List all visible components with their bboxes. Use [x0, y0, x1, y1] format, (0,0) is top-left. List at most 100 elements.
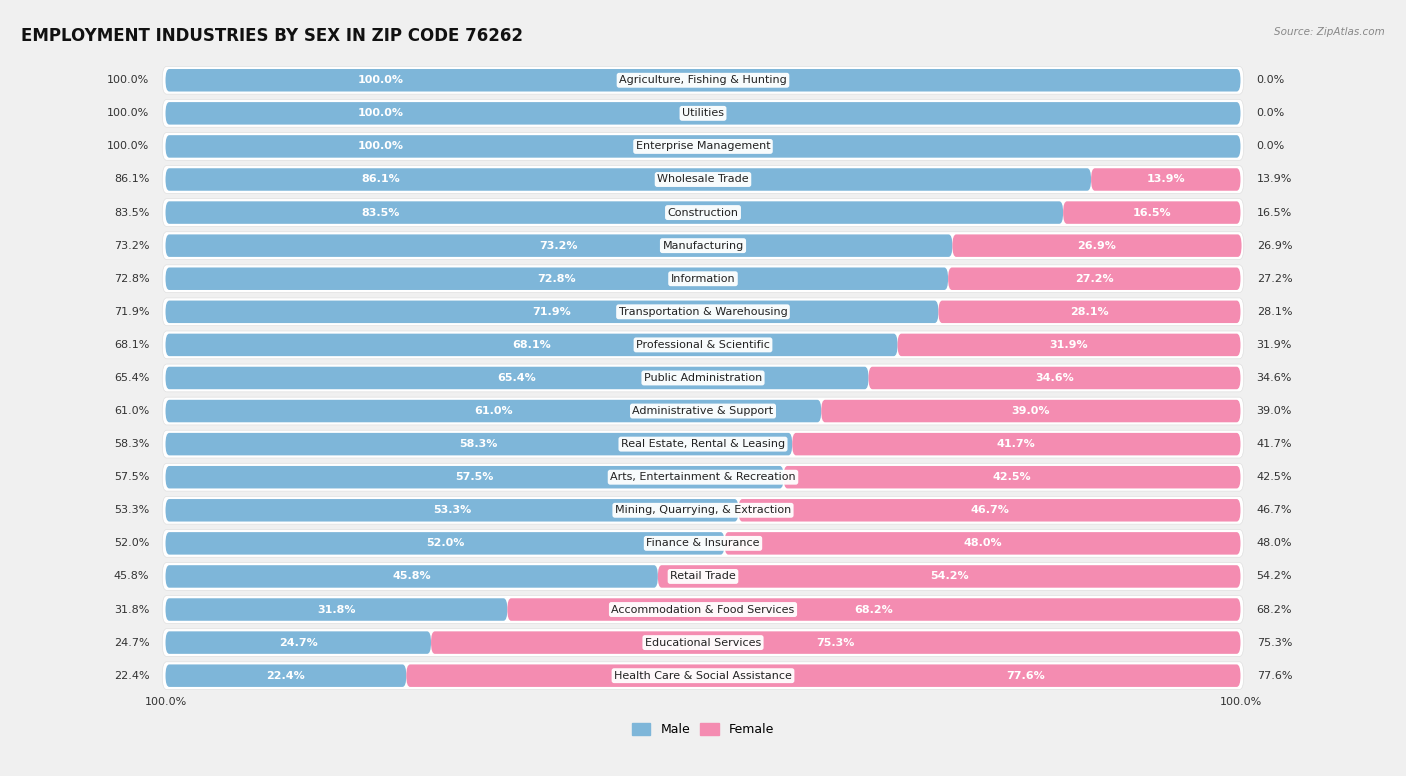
Text: Finance & Insurance: Finance & Insurance: [647, 539, 759, 549]
Text: 41.7%: 41.7%: [1257, 439, 1292, 449]
FancyBboxPatch shape: [162, 430, 1244, 458]
Text: 61.0%: 61.0%: [114, 406, 149, 416]
Text: Transportation & Warehousing: Transportation & Warehousing: [619, 307, 787, 317]
Text: 86.1%: 86.1%: [361, 175, 399, 185]
FancyBboxPatch shape: [166, 201, 1063, 223]
FancyBboxPatch shape: [952, 234, 1241, 257]
FancyBboxPatch shape: [938, 300, 1240, 323]
Text: 58.3%: 58.3%: [460, 439, 498, 449]
Text: 57.5%: 57.5%: [114, 473, 149, 482]
FancyBboxPatch shape: [162, 563, 1244, 591]
Text: 72.8%: 72.8%: [114, 274, 149, 284]
Text: 100.0%: 100.0%: [357, 75, 404, 85]
Text: Real Estate, Rental & Leasing: Real Estate, Rental & Leasing: [621, 439, 785, 449]
Text: 31.8%: 31.8%: [114, 605, 149, 615]
Text: 46.7%: 46.7%: [970, 505, 1010, 515]
FancyBboxPatch shape: [162, 265, 1244, 293]
Text: Enterprise Management: Enterprise Management: [636, 141, 770, 151]
Text: 68.1%: 68.1%: [114, 340, 149, 350]
Text: 26.9%: 26.9%: [1257, 241, 1292, 251]
Text: Construction: Construction: [668, 207, 738, 217]
FancyBboxPatch shape: [166, 102, 1240, 125]
Text: 31.9%: 31.9%: [1050, 340, 1088, 350]
Text: Information: Information: [671, 274, 735, 284]
FancyBboxPatch shape: [166, 499, 738, 521]
FancyBboxPatch shape: [162, 232, 1244, 259]
Text: 71.9%: 71.9%: [533, 307, 571, 317]
FancyBboxPatch shape: [162, 662, 1244, 690]
FancyBboxPatch shape: [162, 298, 1244, 326]
Text: 0.0%: 0.0%: [1257, 141, 1285, 151]
Text: 100.0%: 100.0%: [145, 697, 187, 707]
FancyBboxPatch shape: [166, 69, 1240, 92]
FancyBboxPatch shape: [166, 598, 508, 621]
Text: 34.6%: 34.6%: [1035, 373, 1074, 383]
Text: 54.2%: 54.2%: [929, 571, 969, 581]
Text: 100.0%: 100.0%: [357, 141, 404, 151]
Text: 73.2%: 73.2%: [540, 241, 578, 251]
Text: Manufacturing: Manufacturing: [662, 241, 744, 251]
Text: 26.9%: 26.9%: [1077, 241, 1116, 251]
FancyBboxPatch shape: [406, 664, 1240, 687]
Text: 27.2%: 27.2%: [1076, 274, 1114, 284]
FancyBboxPatch shape: [162, 165, 1244, 193]
FancyBboxPatch shape: [166, 433, 792, 456]
FancyBboxPatch shape: [783, 466, 1240, 488]
Text: 42.5%: 42.5%: [1257, 473, 1292, 482]
FancyBboxPatch shape: [162, 529, 1244, 557]
Text: 100.0%: 100.0%: [1219, 697, 1261, 707]
FancyBboxPatch shape: [162, 497, 1244, 524]
FancyBboxPatch shape: [166, 268, 948, 290]
Text: Accommodation & Food Services: Accommodation & Food Services: [612, 605, 794, 615]
FancyBboxPatch shape: [1091, 168, 1240, 191]
FancyBboxPatch shape: [166, 632, 432, 654]
FancyBboxPatch shape: [162, 99, 1244, 127]
FancyBboxPatch shape: [162, 331, 1244, 359]
Text: 86.1%: 86.1%: [114, 175, 149, 185]
Legend: Male, Female: Male, Female: [627, 719, 779, 741]
Text: 77.6%: 77.6%: [1257, 670, 1292, 681]
Text: 24.7%: 24.7%: [114, 638, 149, 648]
Text: 61.0%: 61.0%: [474, 406, 513, 416]
Text: 13.9%: 13.9%: [1146, 175, 1185, 185]
Text: 0.0%: 0.0%: [1257, 109, 1285, 119]
Text: 54.2%: 54.2%: [1257, 571, 1292, 581]
Text: 53.3%: 53.3%: [433, 505, 471, 515]
Text: 16.5%: 16.5%: [1257, 207, 1292, 217]
FancyBboxPatch shape: [166, 565, 658, 587]
Text: 22.4%: 22.4%: [267, 670, 305, 681]
FancyBboxPatch shape: [738, 499, 1240, 521]
FancyBboxPatch shape: [166, 234, 952, 257]
Text: Source: ZipAtlas.com: Source: ZipAtlas.com: [1274, 27, 1385, 37]
Text: 83.5%: 83.5%: [361, 207, 399, 217]
Text: Educational Services: Educational Services: [645, 638, 761, 648]
Text: 31.9%: 31.9%: [1257, 340, 1292, 350]
Text: 100.0%: 100.0%: [107, 109, 149, 119]
Text: 46.7%: 46.7%: [1257, 505, 1292, 515]
FancyBboxPatch shape: [166, 334, 897, 356]
FancyBboxPatch shape: [897, 334, 1240, 356]
FancyBboxPatch shape: [166, 300, 938, 323]
Text: 100.0%: 100.0%: [107, 141, 149, 151]
Text: 58.3%: 58.3%: [114, 439, 149, 449]
FancyBboxPatch shape: [948, 268, 1240, 290]
Text: Health Care & Social Assistance: Health Care & Social Assistance: [614, 670, 792, 681]
Text: 31.8%: 31.8%: [318, 605, 356, 615]
Text: 34.6%: 34.6%: [1257, 373, 1292, 383]
Text: 28.1%: 28.1%: [1257, 307, 1292, 317]
Text: 45.8%: 45.8%: [392, 571, 432, 581]
Text: 57.5%: 57.5%: [456, 473, 494, 482]
Text: 100.0%: 100.0%: [107, 75, 149, 85]
FancyBboxPatch shape: [869, 367, 1240, 390]
Text: 41.7%: 41.7%: [997, 439, 1036, 449]
Text: Public Administration: Public Administration: [644, 373, 762, 383]
Text: Professional & Scientific: Professional & Scientific: [636, 340, 770, 350]
Text: 77.6%: 77.6%: [1007, 670, 1045, 681]
Text: 73.2%: 73.2%: [114, 241, 149, 251]
Text: EMPLOYMENT INDUSTRIES BY SEX IN ZIP CODE 76262: EMPLOYMENT INDUSTRIES BY SEX IN ZIP CODE…: [21, 27, 523, 45]
FancyBboxPatch shape: [166, 168, 1091, 191]
Text: 83.5%: 83.5%: [114, 207, 149, 217]
Text: 52.0%: 52.0%: [114, 539, 149, 549]
Text: 0.0%: 0.0%: [1257, 75, 1285, 85]
FancyBboxPatch shape: [166, 466, 783, 488]
